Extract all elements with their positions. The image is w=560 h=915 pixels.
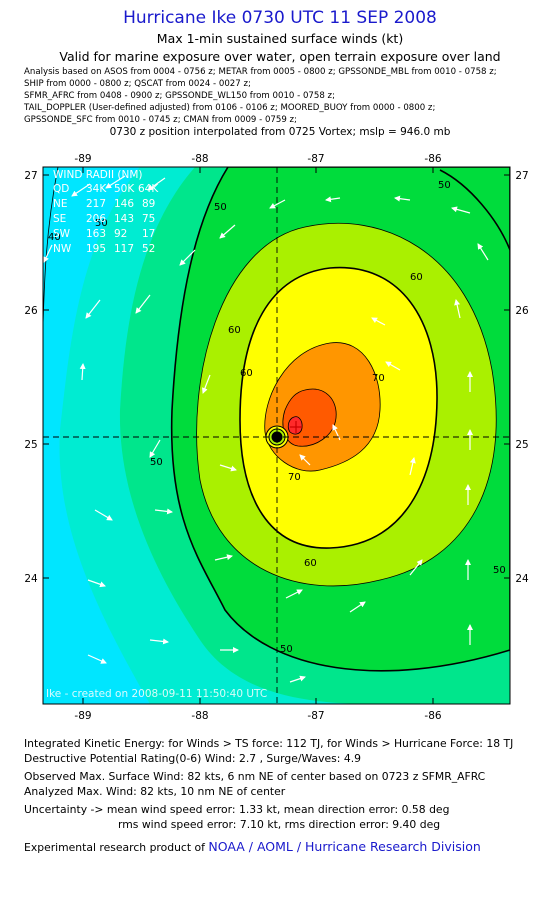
analysis-line: GPSSONDE_SFC from 0010 - 0745 z; CMAN fr…	[24, 115, 297, 125]
subtitle-product: Max 1-min sustained surface winds (kt)	[156, 31, 404, 46]
uncertainty-line-1: Uncertainty -> mean wind speed error: 1.…	[24, 803, 450, 816]
lon-tick-label-top: -89	[74, 153, 91, 165]
wind-radii-cell: 17	[142, 228, 155, 240]
wind-radii-cell: 143	[114, 213, 134, 225]
wind-band-fill	[287, 416, 303, 435]
max-wind-marker	[290, 421, 302, 433]
wind-radii-header: 50K	[114, 183, 135, 195]
axis-ticks	[43, 167, 510, 704]
wind-radii-cell: 206	[86, 213, 106, 225]
contour-label: 50	[214, 202, 227, 213]
contour-label: 50	[493, 565, 506, 576]
wind-radii-cell: 195	[86, 243, 106, 255]
plot-frame	[42, 166, 511, 705]
wind-radii-cell: 52	[142, 243, 155, 255]
lat-tick-label-right: 24	[515, 573, 529, 585]
product-credit-org[interactable]: NOAA / AOML / Hurricane Research Divisio…	[208, 839, 481, 854]
page-title: Hurricane Ike 0730 UTC 11 SEP 2008	[123, 8, 437, 28]
contour-label: 50	[438, 180, 451, 191]
wind-radii-cell: SE	[53, 213, 66, 225]
contour-label: 70	[288, 472, 301, 483]
contour-label: 70	[372, 373, 385, 384]
lat-tick-label-left: 24	[24, 573, 38, 585]
contour-label: 60	[240, 368, 253, 379]
ike-line: Integrated Kinetic Energy: for Winds > T…	[24, 737, 514, 750]
wind-vectors	[43, 175, 489, 683]
analysis-line: SFMR_AFRC from 0408 - 0900 z; GPSSONDE_W…	[24, 91, 335, 101]
contour-label: 50	[280, 644, 293, 655]
contour-labels: 40 50 50 50 50 50 50 60 60 60 60 70 70	[48, 180, 506, 655]
lon-tick-label-bottom: -89	[74, 710, 91, 722]
contour-label: 50	[95, 218, 108, 229]
wind-radii-cell: 217	[86, 198, 106, 210]
contour-label: 60	[228, 325, 241, 336]
analyzed-max-line: Analyzed Max. Wind: 82 kts, 10 nm NE of …	[24, 785, 286, 798]
subtitle-validity: Valid for marine exposure over water, op…	[59, 49, 501, 64]
position-line: 0730 z position interpolated from 0725 V…	[109, 126, 451, 138]
lat-tick-label-right: 27	[515, 170, 528, 182]
wind-radii-cell: 117	[114, 243, 134, 255]
wind-radii-cell: 89	[142, 198, 155, 210]
uncertainty-line-2: rms wind speed error: 7.10 kt, rms direc…	[118, 818, 441, 831]
wind-radii-header: 34K	[86, 183, 107, 195]
analysis-sources: Analysis based on ASOS from 0004 - 0756 …	[24, 66, 554, 126]
lon-tick-label-top: -87	[307, 153, 324, 165]
analysis-line: SHIP from 0000 - 0800 z; QSCAT from 0024…	[24, 79, 251, 89]
wind-contours	[43, 167, 510, 704]
wind-radii-cell: 75	[142, 213, 155, 225]
lat-tick-label-right: 26	[515, 305, 529, 317]
lat-tick-label-left: 27	[24, 170, 37, 182]
product-credit-prefix: Experimental research product of	[24, 841, 205, 854]
contour-label: 50	[150, 457, 163, 468]
analysis-line: Analysis based on ASOS from 0004 - 0756 …	[24, 67, 497, 77]
lon-tick-label-top: -86	[424, 153, 441, 165]
lat-tick-label-left: 25	[24, 439, 37, 451]
contour-label: 60	[410, 272, 423, 283]
contour-label: 40	[48, 232, 61, 243]
dpr-line: Destructive Potential Rating(0-6) Wind: …	[24, 752, 362, 765]
contour-label: 60	[304, 558, 317, 569]
wind-radii-table: WIND RADII (NM) QD 34K 50K 64K NE 217 14…	[53, 169, 159, 255]
wind-radii-cell: 146	[114, 198, 134, 210]
axis-labels: -89 -88 -87 -86 -89 -88 -87 -86 27 26 25…	[24, 153, 529, 722]
wind-radii-cell: SW	[53, 228, 71, 240]
wind-radii-header: 64K	[138, 183, 159, 195]
wind-radii-cell: NE	[53, 198, 68, 210]
lon-tick-label-bottom: -88	[191, 710, 208, 722]
observed-max-line: Observed Max. Surface Wind: 82 kts, 6 nm…	[24, 770, 486, 783]
wind-radii-title: WIND RADII (NM)	[53, 169, 143, 181]
product-credit: Experimental research product of NOAA / …	[24, 839, 481, 854]
wind-radii-header: QD	[53, 183, 69, 195]
analysis-line: TAIL_DOPPLER (User-defined adjusted) fro…	[24, 103, 436, 113]
wind-radii-cell: NW	[53, 243, 72, 255]
lon-tick-label-top: -88	[191, 153, 208, 165]
lon-tick-label-bottom: -86	[424, 710, 441, 722]
lat-tick-label-left: 26	[24, 305, 38, 317]
watermark: Ike - created on 2008-09-11 11:50:40 UTC	[46, 688, 267, 700]
wind-radii-cell: 92	[114, 228, 127, 240]
grid-lines	[43, 167, 510, 704]
lat-tick-label-right: 25	[515, 439, 528, 451]
lon-tick-label-bottom: -87	[307, 710, 324, 722]
wind-radii-cell: 163	[86, 228, 106, 240]
